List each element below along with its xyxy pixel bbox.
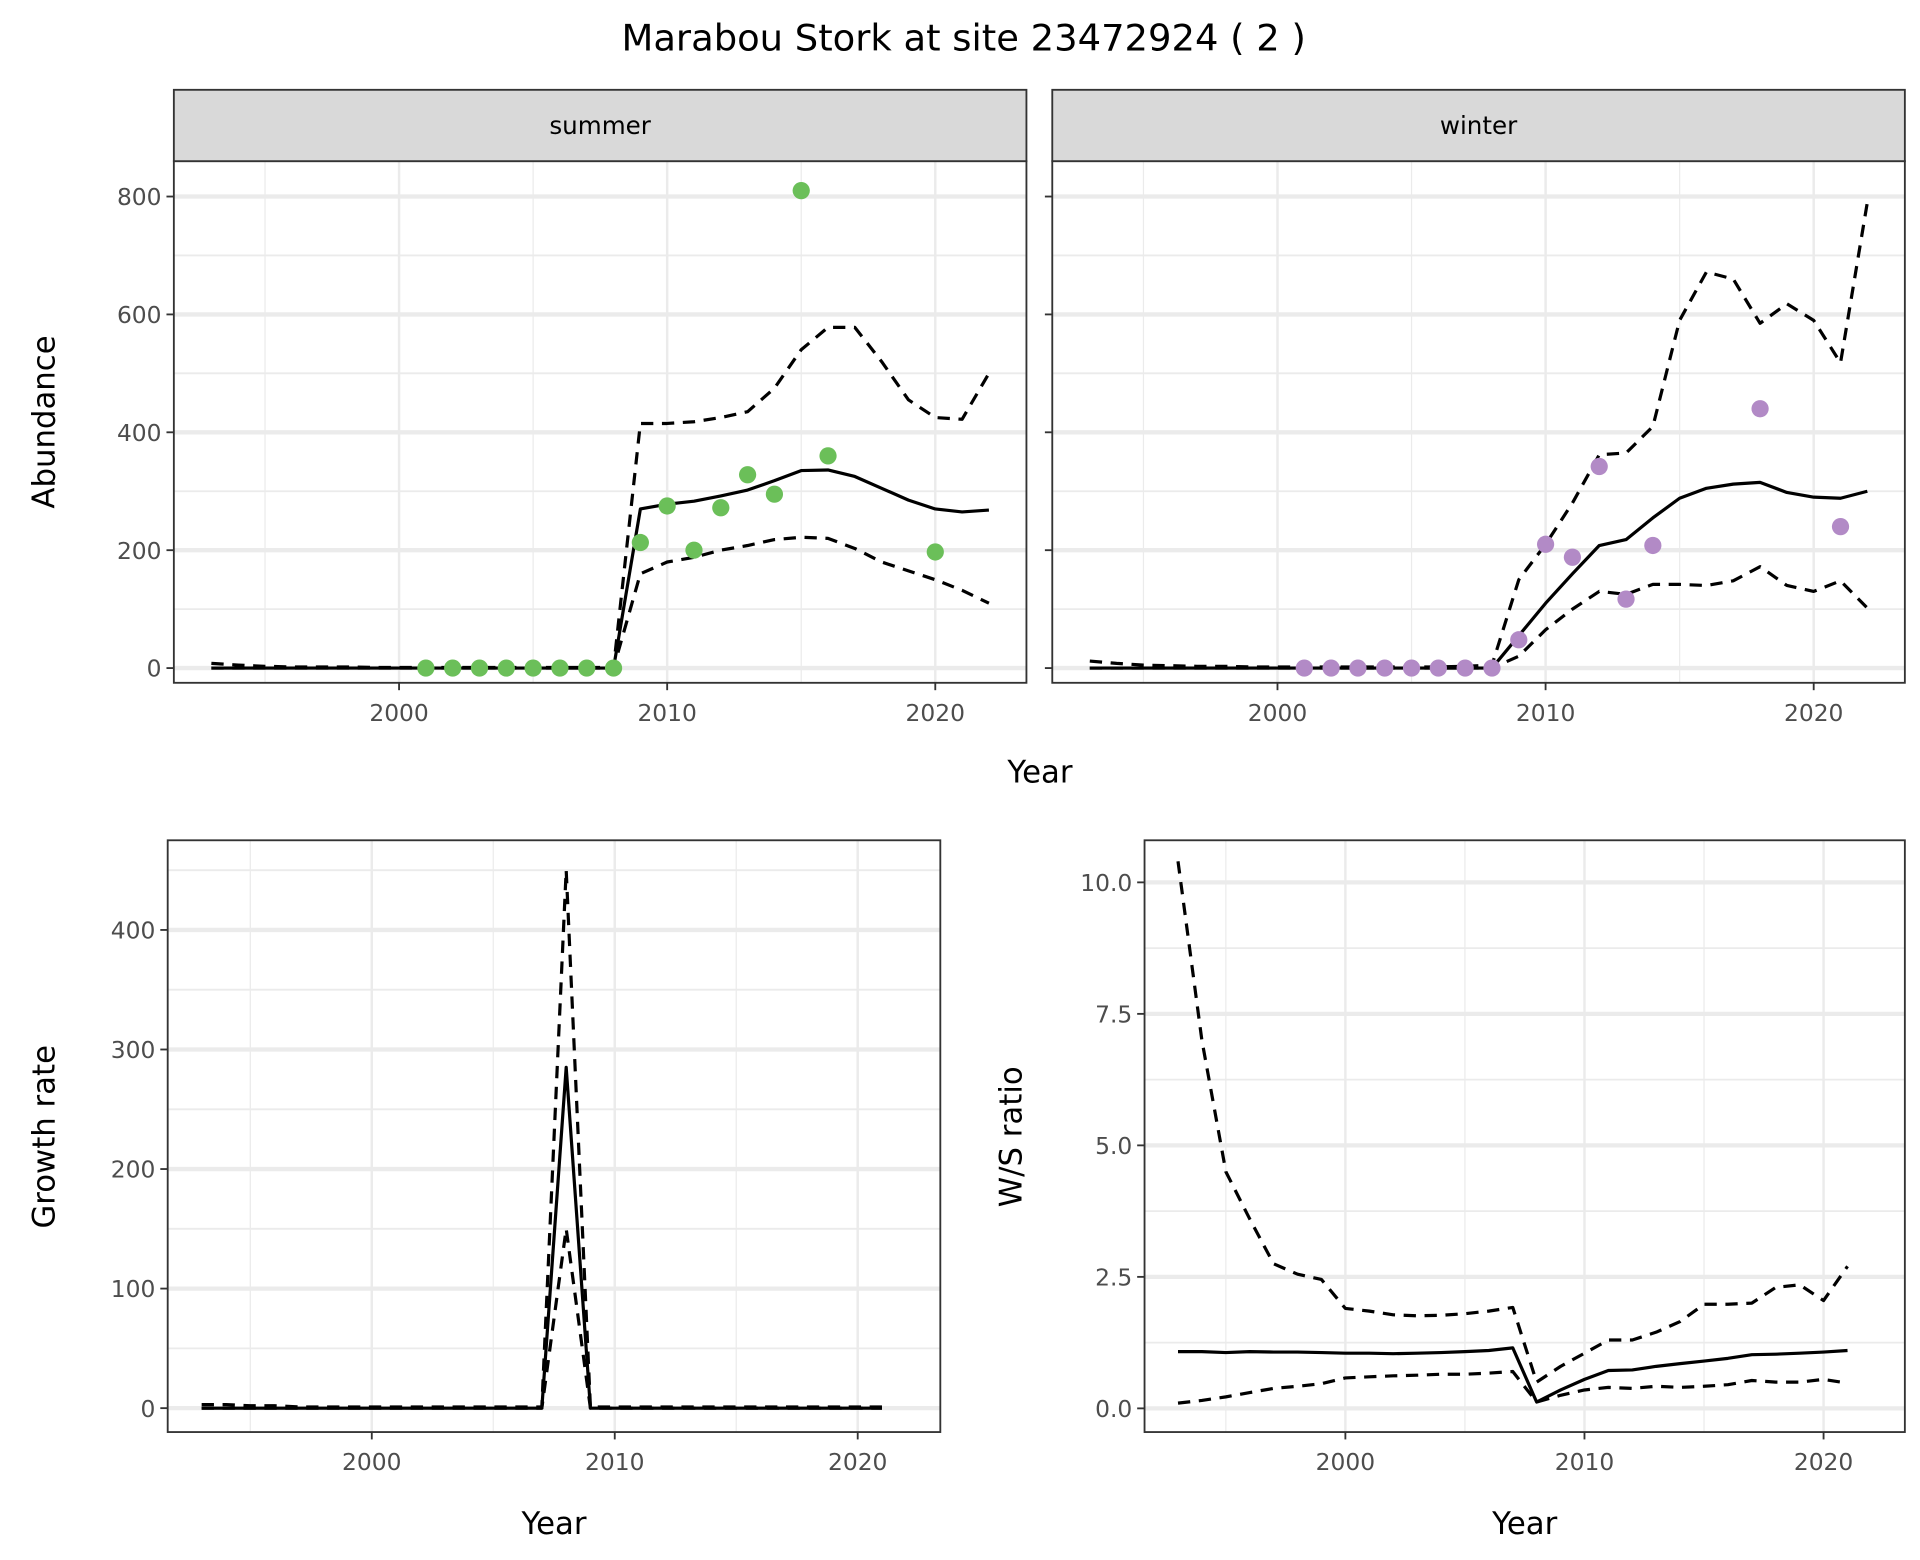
data-point <box>792 182 810 200</box>
data-point <box>1429 659 1447 677</box>
data-point <box>738 466 757 484</box>
facet-strip-label: winter <box>1440 111 1518 140</box>
series-line-lower <box>201 1227 882 1410</box>
y-tick-label: 10.0 <box>1080 869 1132 897</box>
x-tick-label: 2010 <box>637 699 696 727</box>
y-tick-label: 400 <box>117 419 162 447</box>
top-y-axis-title: Abundance <box>27 335 63 508</box>
data-point <box>819 447 837 465</box>
y-tick-label: 200 <box>111 1156 156 1184</box>
x-tick-label: 2010 <box>1516 699 1575 727</box>
data-point <box>1295 659 1313 677</box>
data-point <box>1510 631 1528 649</box>
y-tick-label: 300 <box>111 1036 156 1064</box>
y-tick-label: 600 <box>117 301 162 329</box>
top-x-axis-title: Year <box>1006 754 1072 790</box>
chart-title: Marabou Stork at site 23472924 ( 2 ) <box>622 16 1306 59</box>
x-tick-label: 2000 <box>1248 699 1307 727</box>
data-point <box>712 499 730 517</box>
data-point <box>551 659 569 677</box>
data-point <box>765 485 784 503</box>
y-tick-label: 800 <box>117 183 162 211</box>
panel-winter: winter 2000 2010 2020 <box>1044 88 1906 727</box>
facet-strip <box>1051 88 1906 163</box>
series-line-upper <box>1089 202 1869 669</box>
ratio-x-axis-title: Year <box>1491 1506 1557 1542</box>
data-point <box>1563 548 1582 566</box>
panel-summer: summer 2000 2010 2020 0 200 400 600 800 <box>117 88 1028 727</box>
data-point <box>497 659 515 677</box>
facet-strip-label: summer <box>549 111 651 140</box>
y-tick-label: 0 <box>141 1395 156 1423</box>
data-point <box>1831 517 1850 536</box>
data-point <box>1322 659 1340 677</box>
data-point <box>1376 659 1394 677</box>
series-line-lower <box>1089 565 1869 670</box>
plot-background <box>1052 161 1905 683</box>
y-tick-label: 100 <box>111 1275 156 1303</box>
facet-strip <box>172 88 1028 163</box>
x-tick-label: 2000 <box>1316 1448 1375 1476</box>
data-point <box>1590 457 1608 476</box>
x-tick-label: 2020 <box>828 1448 887 1476</box>
data-point <box>685 541 703 559</box>
y-tick-label: 7.5 <box>1095 1000 1132 1028</box>
data-point <box>1456 659 1474 677</box>
x-tick-label: 2000 <box>342 1448 401 1476</box>
data-point <box>1536 535 1555 553</box>
x-tick-label: 2020 <box>1784 699 1843 727</box>
series-line-mean <box>1178 1346 1848 1404</box>
growth-x-axis-title: Year <box>520 1506 586 1542</box>
y-tick-label: 2.5 <box>1095 1263 1132 1291</box>
data-point <box>1349 659 1367 677</box>
data-point <box>1617 590 1635 608</box>
x-tick-label: 2000 <box>369 699 428 727</box>
panel-border <box>166 839 942 1433</box>
data-point <box>578 659 596 677</box>
panel-ws-ratio: 2000 2010 2020 0.0 2.5 5.0 7.5 10.0 <box>1080 839 1906 1476</box>
data-point <box>631 533 649 552</box>
data-point <box>1483 659 1501 677</box>
panel-border <box>1143 839 1906 1433</box>
y-tick-label: 5.0 <box>1095 1132 1132 1160</box>
series-line-lower <box>1177 1369 1848 1405</box>
growth-y-axis-title: Growth rate <box>27 1045 63 1229</box>
plot-background <box>1144 840 1905 1433</box>
x-tick-label: 2020 <box>906 699 965 727</box>
x-tick-label: 2010 <box>585 1448 644 1476</box>
data-point <box>524 659 542 677</box>
data-point <box>444 659 462 677</box>
data-point <box>1402 659 1421 677</box>
y-tick-label: 400 <box>111 917 156 945</box>
series-line-lower <box>211 535 990 670</box>
series-line-upper <box>1176 861 1849 1384</box>
y-tick-label: 0 <box>147 655 162 683</box>
plot-background <box>173 161 1027 683</box>
x-tick-label: 2020 <box>1794 1448 1853 1476</box>
data-point <box>470 659 489 677</box>
y-tick-label: 200 <box>117 537 162 565</box>
ratio-y-axis-title: W/S ratio <box>994 1066 1030 1207</box>
panel-growth-rate: 2000 2010 2020 0 100 200 300 400 <box>111 839 942 1476</box>
data-point <box>1644 536 1662 555</box>
data-point <box>604 659 623 677</box>
y-tick-label: 0.0 <box>1095 1395 1132 1423</box>
x-tick-label: 2010 <box>1555 1448 1614 1476</box>
data-point <box>1751 400 1769 418</box>
data-point <box>658 497 676 515</box>
data-point <box>926 543 944 561</box>
data-point <box>417 659 435 677</box>
